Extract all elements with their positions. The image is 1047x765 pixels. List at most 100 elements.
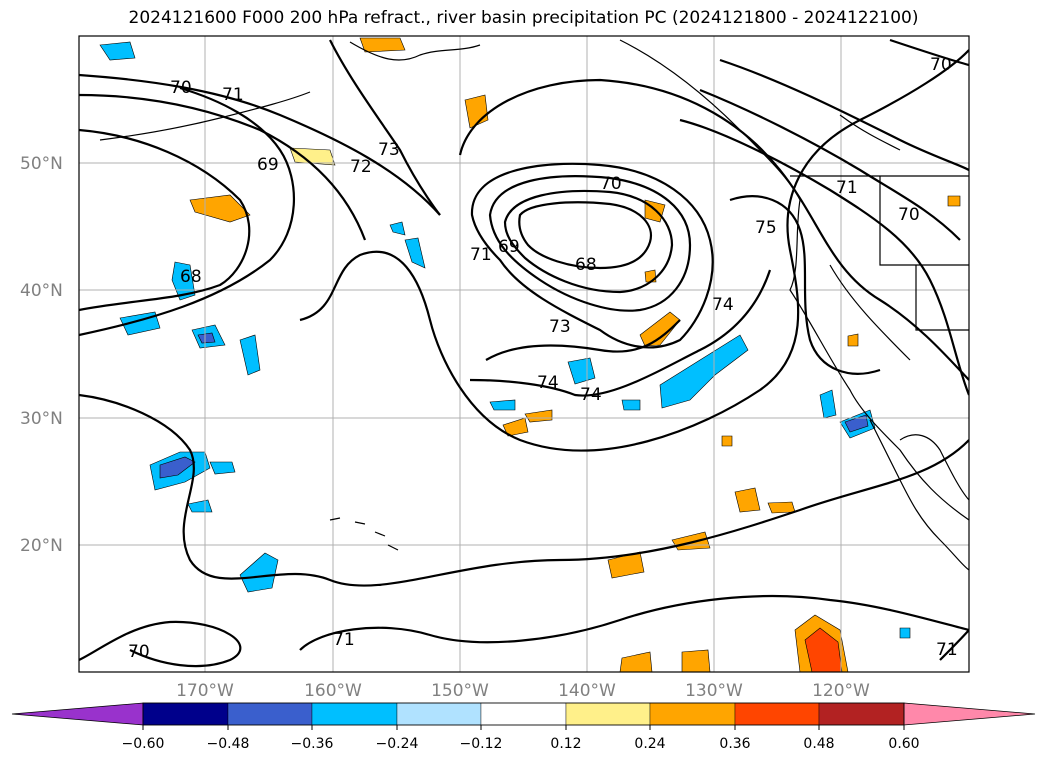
contour-line	[889, 38, 969, 67]
contour-label: 74	[712, 295, 734, 315]
contour-labels: 70 71 73 72 69 68 70 69 71 68 73 74 74 7…	[128, 55, 958, 662]
lon-label: 120°W	[812, 681, 870, 701]
colorbar-tick-label: 0.60	[888, 736, 919, 752]
contour-line	[488, 175, 692, 312]
pos-patch	[524, 409, 553, 423]
neg-patch	[389, 221, 406, 236]
contour-line	[79, 393, 969, 587]
contour-label: 71	[222, 85, 244, 105]
graticule	[79, 36, 969, 672]
coastline-alaska	[349, 41, 481, 61]
colorbar-tick-label: 0.48	[803, 736, 834, 752]
contour-line	[518, 201, 653, 270]
neg-patch	[899, 627, 911, 639]
contour-label: 74	[580, 385, 602, 405]
neg-patch	[159, 456, 196, 479]
neg-patch	[567, 357, 596, 385]
colorbar-outline	[142, 702, 905, 726]
pos-patch	[804, 627, 843, 672]
colorbar-tick-label: −0.36	[291, 736, 334, 752]
colorbar-tick-label: −0.12	[460, 736, 503, 752]
neg-patch	[209, 461, 236, 475]
pos-patch	[734, 487, 761, 513]
colorbar-tick-label: 0.12	[550, 736, 581, 752]
pos-patch	[681, 649, 711, 672]
colorbar-segment	[565, 702, 651, 726]
contour-line	[470, 162, 714, 349]
pos-patch	[721, 435, 733, 447]
neg-patch	[404, 237, 426, 269]
coastline-gulf	[899, 434, 969, 501]
pos-patch	[639, 311, 681, 347]
contour-line	[485, 319, 681, 361]
pos-patch	[767, 501, 796, 514]
contour-line	[79, 128, 251, 312]
contour-label: 71	[333, 630, 355, 650]
contour-label: 72	[350, 157, 372, 177]
contour-line	[679, 118, 969, 396]
contour-line	[719, 58, 969, 171]
lat-label: 20°N	[20, 536, 63, 556]
lon-label: 130°W	[685, 681, 743, 701]
coastline-aleutians	[99, 91, 311, 141]
colorbar-tick-label: −0.48	[207, 736, 250, 752]
colorbar-segment	[818, 702, 905, 726]
colorbar-ticks	[142, 725, 905, 730]
map-frame	[78, 35, 970, 673]
contour-line	[79, 73, 441, 216]
colorbar-extend-right	[903, 702, 1036, 726]
contour-label: 74	[537, 373, 559, 393]
contour-label: 68	[180, 267, 202, 287]
contour-label: 70	[128, 642, 150, 662]
refractivity-contours	[79, 38, 969, 668]
map-title: 2024121600 F000 200 hPa refract., river …	[128, 8, 919, 28]
colorbar-tick-label: 0.36	[719, 736, 750, 752]
colorbar-segment	[311, 702, 398, 726]
colorbar-tick-label: −0.60	[122, 736, 165, 752]
contour-line	[79, 86, 295, 337]
contour-label: 73	[549, 317, 571, 337]
neg-patch	[239, 334, 261, 376]
colorbar-tick-label: −0.24	[376, 736, 419, 752]
contour-line	[939, 629, 969, 661]
neg-patch	[844, 414, 869, 433]
coastlines	[99, 39, 969, 571]
colorbar: −0.60 −0.48 −0.36 −0.24 −0.12 0.12 0.24 …	[11, 702, 1036, 752]
contour-label: 73	[378, 140, 400, 160]
lat-label: 50°N	[20, 154, 63, 174]
map-frame-bg	[79, 36, 969, 672]
lon-label: 160°W	[304, 681, 362, 701]
lon-label: 140°W	[558, 681, 616, 701]
colorbar-segment	[396, 702, 482, 726]
coastline-bc	[619, 39, 969, 521]
neg-patch	[819, 389, 837, 419]
contour-label: 69	[257, 155, 279, 175]
contour-label: 75	[755, 218, 777, 238]
neg-patch	[621, 399, 641, 411]
pos-patch	[847, 333, 859, 347]
pos-patch	[289, 147, 336, 166]
contour-label: 71	[836, 178, 858, 198]
state-borders	[829, 114, 969, 361]
colorbar-segment	[142, 702, 229, 726]
latitude-labels: 50°N 40°N 30°N 20°N	[20, 154, 63, 556]
lat-label: 40°N	[20, 281, 63, 301]
contour-line	[299, 594, 969, 651]
pos-patch	[464, 94, 489, 129]
neg-patch	[659, 334, 749, 409]
pos-patch	[359, 37, 406, 53]
contour-line	[503, 189, 674, 294]
pos-patch	[947, 195, 961, 207]
contour-line	[699, 88, 961, 241]
lon-label: 150°W	[431, 681, 489, 701]
neg-patch	[99, 41, 136, 61]
colorbar-extend-left	[11, 702, 144, 726]
contour-line	[329, 39, 441, 216]
longitude-labels: 170°W 160°W 150°W 140°W 130°W 120°W	[176, 681, 870, 701]
colorbar-tick-label: 0.24	[634, 736, 665, 752]
colorbar-segment	[649, 702, 736, 726]
neg-patch	[489, 399, 516, 411]
pos-patch	[619, 651, 653, 672]
colorbar-segment	[480, 702, 567, 726]
